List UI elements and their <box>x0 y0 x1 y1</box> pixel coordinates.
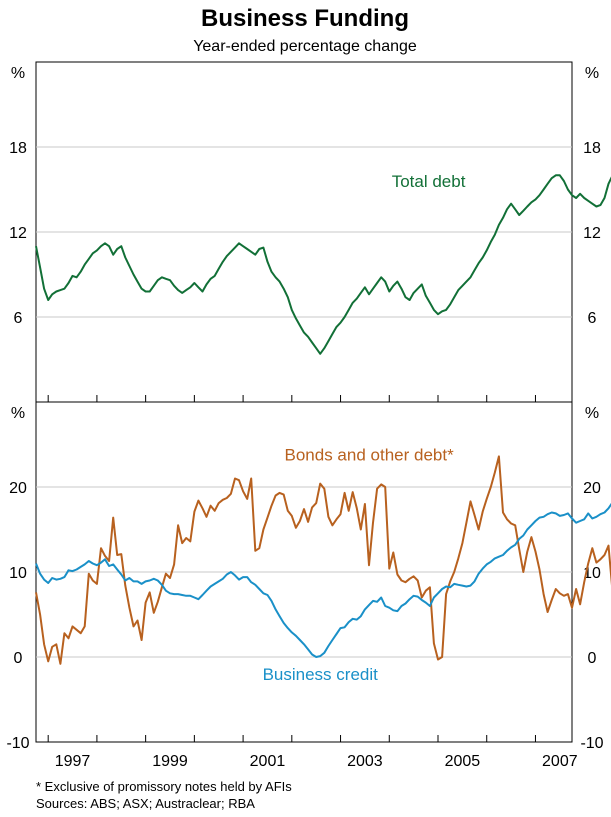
footnote-sources: Sources: ABS; ASX; Austraclear; RBA <box>36 796 255 811</box>
x-axis-ticks <box>47 395 536 742</box>
y-tick-right-1-1: 0 <box>588 650 597 667</box>
unit-label-left-0: % <box>11 65 25 82</box>
y-tick-left-0-1: 12 <box>9 225 27 242</box>
y-tick-right-0-0: 6 <box>588 310 597 327</box>
unit-label-right-1: % <box>585 405 599 422</box>
series-line-total-debt <box>35 174 611 355</box>
gridlines <box>36 146 572 658</box>
y-tick-left-0-0: 6 <box>14 310 23 327</box>
chart-subtitle: Year-ended percentage change <box>193 38 417 55</box>
y-tick-left-1-3: 20 <box>9 480 27 497</box>
annotation-bonds-label: Bonds and other debt* <box>285 446 455 465</box>
y-tick-right-1-3: 20 <box>583 480 601 497</box>
x-label-1997: 1997 <box>55 753 91 770</box>
unit-label-left-1: % <box>11 405 25 422</box>
y-tick-right-0-2: 18 <box>583 140 601 157</box>
series-annotations: Total debt Bonds and other debt* Business … <box>263 172 466 684</box>
annotation-credit-label: Business credit <box>263 665 379 684</box>
y-tick-left-1-1: 0 <box>14 650 23 667</box>
y-tick-left-0-2: 18 <box>9 140 27 157</box>
x-label-2005: 2005 <box>445 753 481 770</box>
annotation-total-debt-label: Total debt <box>392 172 466 191</box>
x-label-2001: 2001 <box>250 753 286 770</box>
y-tick-left-1-0: -10 <box>6 735 29 752</box>
series-lines <box>35 174 611 665</box>
x-label-1999: 1999 <box>152 753 188 770</box>
unit-label-right-0: % <box>585 65 599 82</box>
y-tick-right-0-1: 12 <box>583 225 601 242</box>
x-label-2007: 2007 <box>542 753 578 770</box>
y-tick-right-1-0: -10 <box>580 735 603 752</box>
series-line-business-credit <box>35 502 611 658</box>
x-label-2003: 2003 <box>347 753 383 770</box>
x-axis-labels: 1997 1999 2001 2003 2005 2007 <box>55 753 578 770</box>
series-line-bonds-and-other-debt <box>35 455 611 665</box>
footnote-asterisk: * Exclusive of promissory notes held by … <box>36 779 292 794</box>
chart-title: Business Funding <box>201 5 409 32</box>
y-tick-left-1-2: 10 <box>9 565 27 582</box>
